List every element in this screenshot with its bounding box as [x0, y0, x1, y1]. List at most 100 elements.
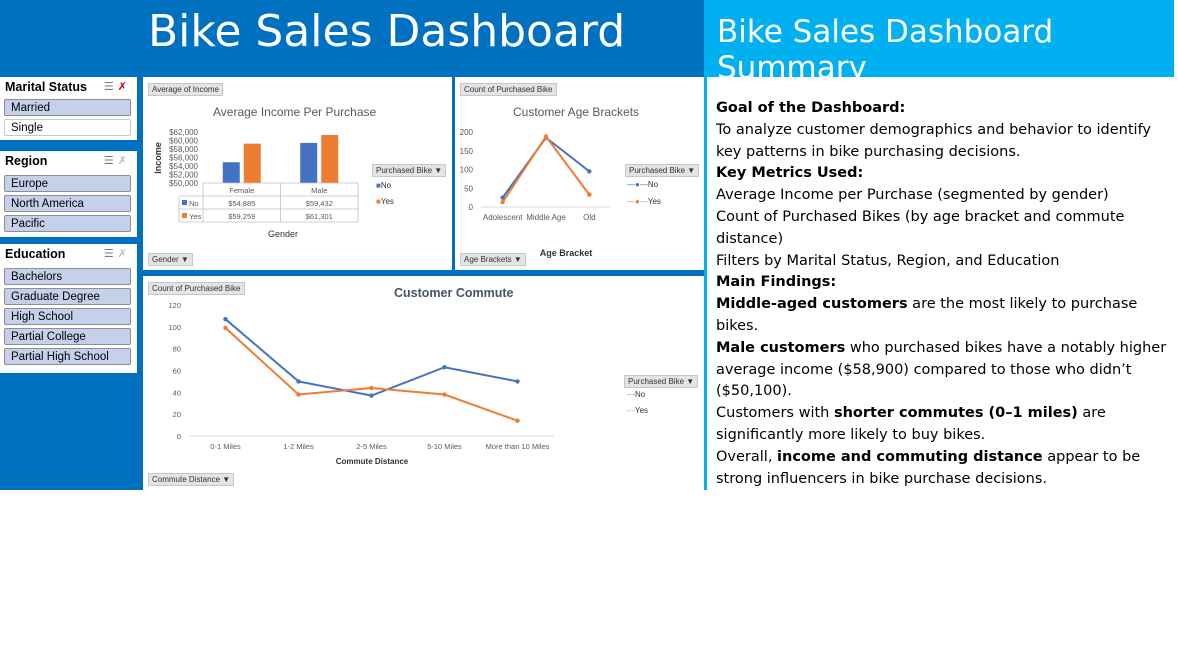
series-line-yes	[501, 134, 591, 203]
dashboard-header: Bike Sales Dashboard	[0, 0, 704, 77]
goal-text: To analyze customer demographics and beh…	[716, 121, 1151, 160]
multi-select-icon[interactable]: ☰	[103, 81, 118, 93]
y-tick-label: 0	[177, 432, 181, 441]
dropdown-icon: ▼	[513, 255, 522, 264]
y-tick-label: 100	[168, 323, 181, 332]
slicer-title: Education	[5, 247, 66, 261]
age-chart-panel: Count of Purchased Bike Customer Age Bra…	[455, 77, 704, 270]
slicer-education: Education ☰✗ Bachelors Graduate Degree H…	[0, 244, 137, 373]
slicer-title: Marital Status	[5, 80, 87, 94]
dropdown-icon: ▼	[180, 255, 189, 264]
finding-4: Overall, income and commuting distance a…	[716, 448, 1141, 487]
legend-entry-yes: —●—Yes	[627, 197, 661, 206]
data-point-no	[223, 316, 228, 322]
slicer-item-high-school[interactable]: High School	[4, 308, 131, 325]
axis-button-age-brackets[interactable]: Age Brackets ▼	[460, 253, 526, 266]
data-point-yes	[296, 392, 301, 397]
clear-filter-icon[interactable]: ✗	[117, 81, 131, 93]
field-button-count-purchased[interactable]: Count of Purchased Bike	[460, 83, 557, 96]
legend-button-purchased-bike[interactable]: Purchased Bike ▼	[372, 164, 447, 177]
data-point-no	[442, 365, 447, 370]
y-tick-label: $50,000	[169, 179, 198, 188]
category-label: Male	[311, 186, 327, 195]
slicer-item-partial-college[interactable]: Partial College	[4, 328, 131, 345]
y-axis-title: Income	[153, 142, 163, 174]
series-line-no	[501, 136, 590, 199]
clear-filter-icon[interactable]: ✗	[117, 248, 131, 260]
y-tick-label: $60,000	[169, 137, 198, 146]
dropdown-icon: ▼	[434, 166, 443, 175]
y-tick-label: 60	[173, 367, 181, 376]
bar-yes-male	[321, 134, 339, 183]
bar-yes-female	[243, 143, 261, 183]
x-axis-title: Age Bracket	[540, 248, 593, 258]
goal-heading: Goal of the Dashboard:	[716, 100, 906, 116]
chart-title: Customer Age Brackets	[513, 105, 640, 119]
findings-heading: Main Findings:	[716, 274, 837, 291]
data-point-yes	[515, 418, 520, 423]
legend-button-purchased-bike[interactable]: Purchased Bike ▼	[624, 375, 699, 388]
series-line-yes	[224, 327, 518, 422]
legend-key-no	[182, 200, 187, 205]
series-label: Yes	[189, 212, 201, 221]
table-cell-value: $54,885	[228, 199, 255, 208]
multi-select-icon[interactable]: ☰	[103, 248, 118, 260]
data-point-yes	[543, 134, 549, 139]
income-chart-svg: $62,000$60,000$58,000$56,000$54,000$52,0…	[153, 128, 359, 239]
axis-button-commute-distance[interactable]: Commute Distance ▼	[148, 473, 235, 486]
y-tick-label: 200	[460, 128, 474, 137]
slicer-item-partial-high-school[interactable]: Partial High School	[4, 348, 131, 365]
slicer-title: Region	[5, 154, 48, 168]
bar-no-female	[222, 162, 240, 183]
slicer-item-europe[interactable]: Europe	[4, 175, 131, 192]
field-button-count-purchased[interactable]: Count of Purchased Bike	[148, 282, 245, 295]
field-button-average-income[interactable]: Average of Income	[148, 83, 224, 96]
slicer-marital-status: Marital Status ☰✗ Married Single	[0, 77, 137, 140]
finding-3: Customers with shorter commutes (0–1 mil…	[716, 405, 1106, 443]
legend-button-purchased-bike[interactable]: Purchased Bike ▼	[625, 164, 700, 177]
multi-select-icon[interactable]: ☰	[103, 155, 118, 167]
y-tick-label: 40	[173, 388, 181, 397]
x-tick-label: Middle Age	[526, 213, 566, 222]
slicer-item-graduate-degree[interactable]: Graduate Degree	[4, 288, 131, 305]
x-tick-label: 5-10 Miles	[427, 442, 462, 451]
slicer-item-married[interactable]: Married	[4, 99, 131, 116]
y-tick-label: 100	[460, 166, 474, 175]
slicer-item-pacific[interactable]: Pacific	[4, 215, 131, 232]
y-tick-label: 80	[173, 345, 181, 354]
y-tick-label: 20	[173, 410, 181, 419]
chart-title: Average Income Per Purchase	[213, 105, 377, 119]
income-chart-panel: Average of Income Average Income Per Pur…	[143, 77, 452, 270]
finding-2: Male customers who purchased bikes have …	[716, 339, 1167, 400]
x-tick-label: 1-2 Miles	[283, 442, 314, 451]
y-tick-label: $62,000	[169, 128, 198, 137]
legend-entry-no: ■No	[376, 181, 392, 190]
slicer-region: Region ☰✗ Europe North America Pacific	[0, 151, 137, 237]
x-tick-label: 2-5 Miles	[356, 442, 387, 451]
x-axis-title: Commute Distance	[336, 457, 409, 466]
legend-key-yes	[182, 213, 187, 218]
x-tick-label: More than 10 Miles	[486, 442, 550, 451]
commute-chart-panel: Count of Purchased Bike Customer Commute…	[143, 276, 704, 490]
data-point-no	[515, 379, 520, 384]
x-tick-label: 0-1 Miles	[210, 442, 241, 451]
y-tick-label: 150	[460, 147, 474, 156]
legend-entry-yes: ■Yes	[376, 197, 394, 206]
slicer-item-bachelors[interactable]: Bachelors	[4, 268, 131, 285]
series-label: No	[189, 199, 199, 208]
metrics-heading: Key Metrics Used:	[716, 165, 864, 182]
summary-panel: Goal of the Dashboard: To analyze custom…	[707, 77, 1178, 490]
y-tick-label: 0	[469, 203, 474, 212]
summary-title: Bike Sales Dashboard Summary	[717, 14, 1054, 86]
dropdown-icon: ▼	[687, 166, 696, 175]
clear-filter-icon[interactable]: ✗	[117, 155, 131, 167]
y-tick-label: $56,000	[169, 154, 198, 163]
slicer-item-north-america[interactable]: North America	[4, 195, 131, 212]
axis-button-gender[interactable]: Gender ▼	[148, 253, 193, 266]
slicer-item-single[interactable]: Single	[4, 119, 131, 136]
table-cell-value: $59,432	[306, 199, 333, 208]
dropdown-icon: ▼	[686, 377, 695, 386]
table-cell-value: $59,259	[228, 212, 255, 221]
series-line-no	[224, 318, 518, 397]
data-point-yes	[587, 192, 592, 197]
